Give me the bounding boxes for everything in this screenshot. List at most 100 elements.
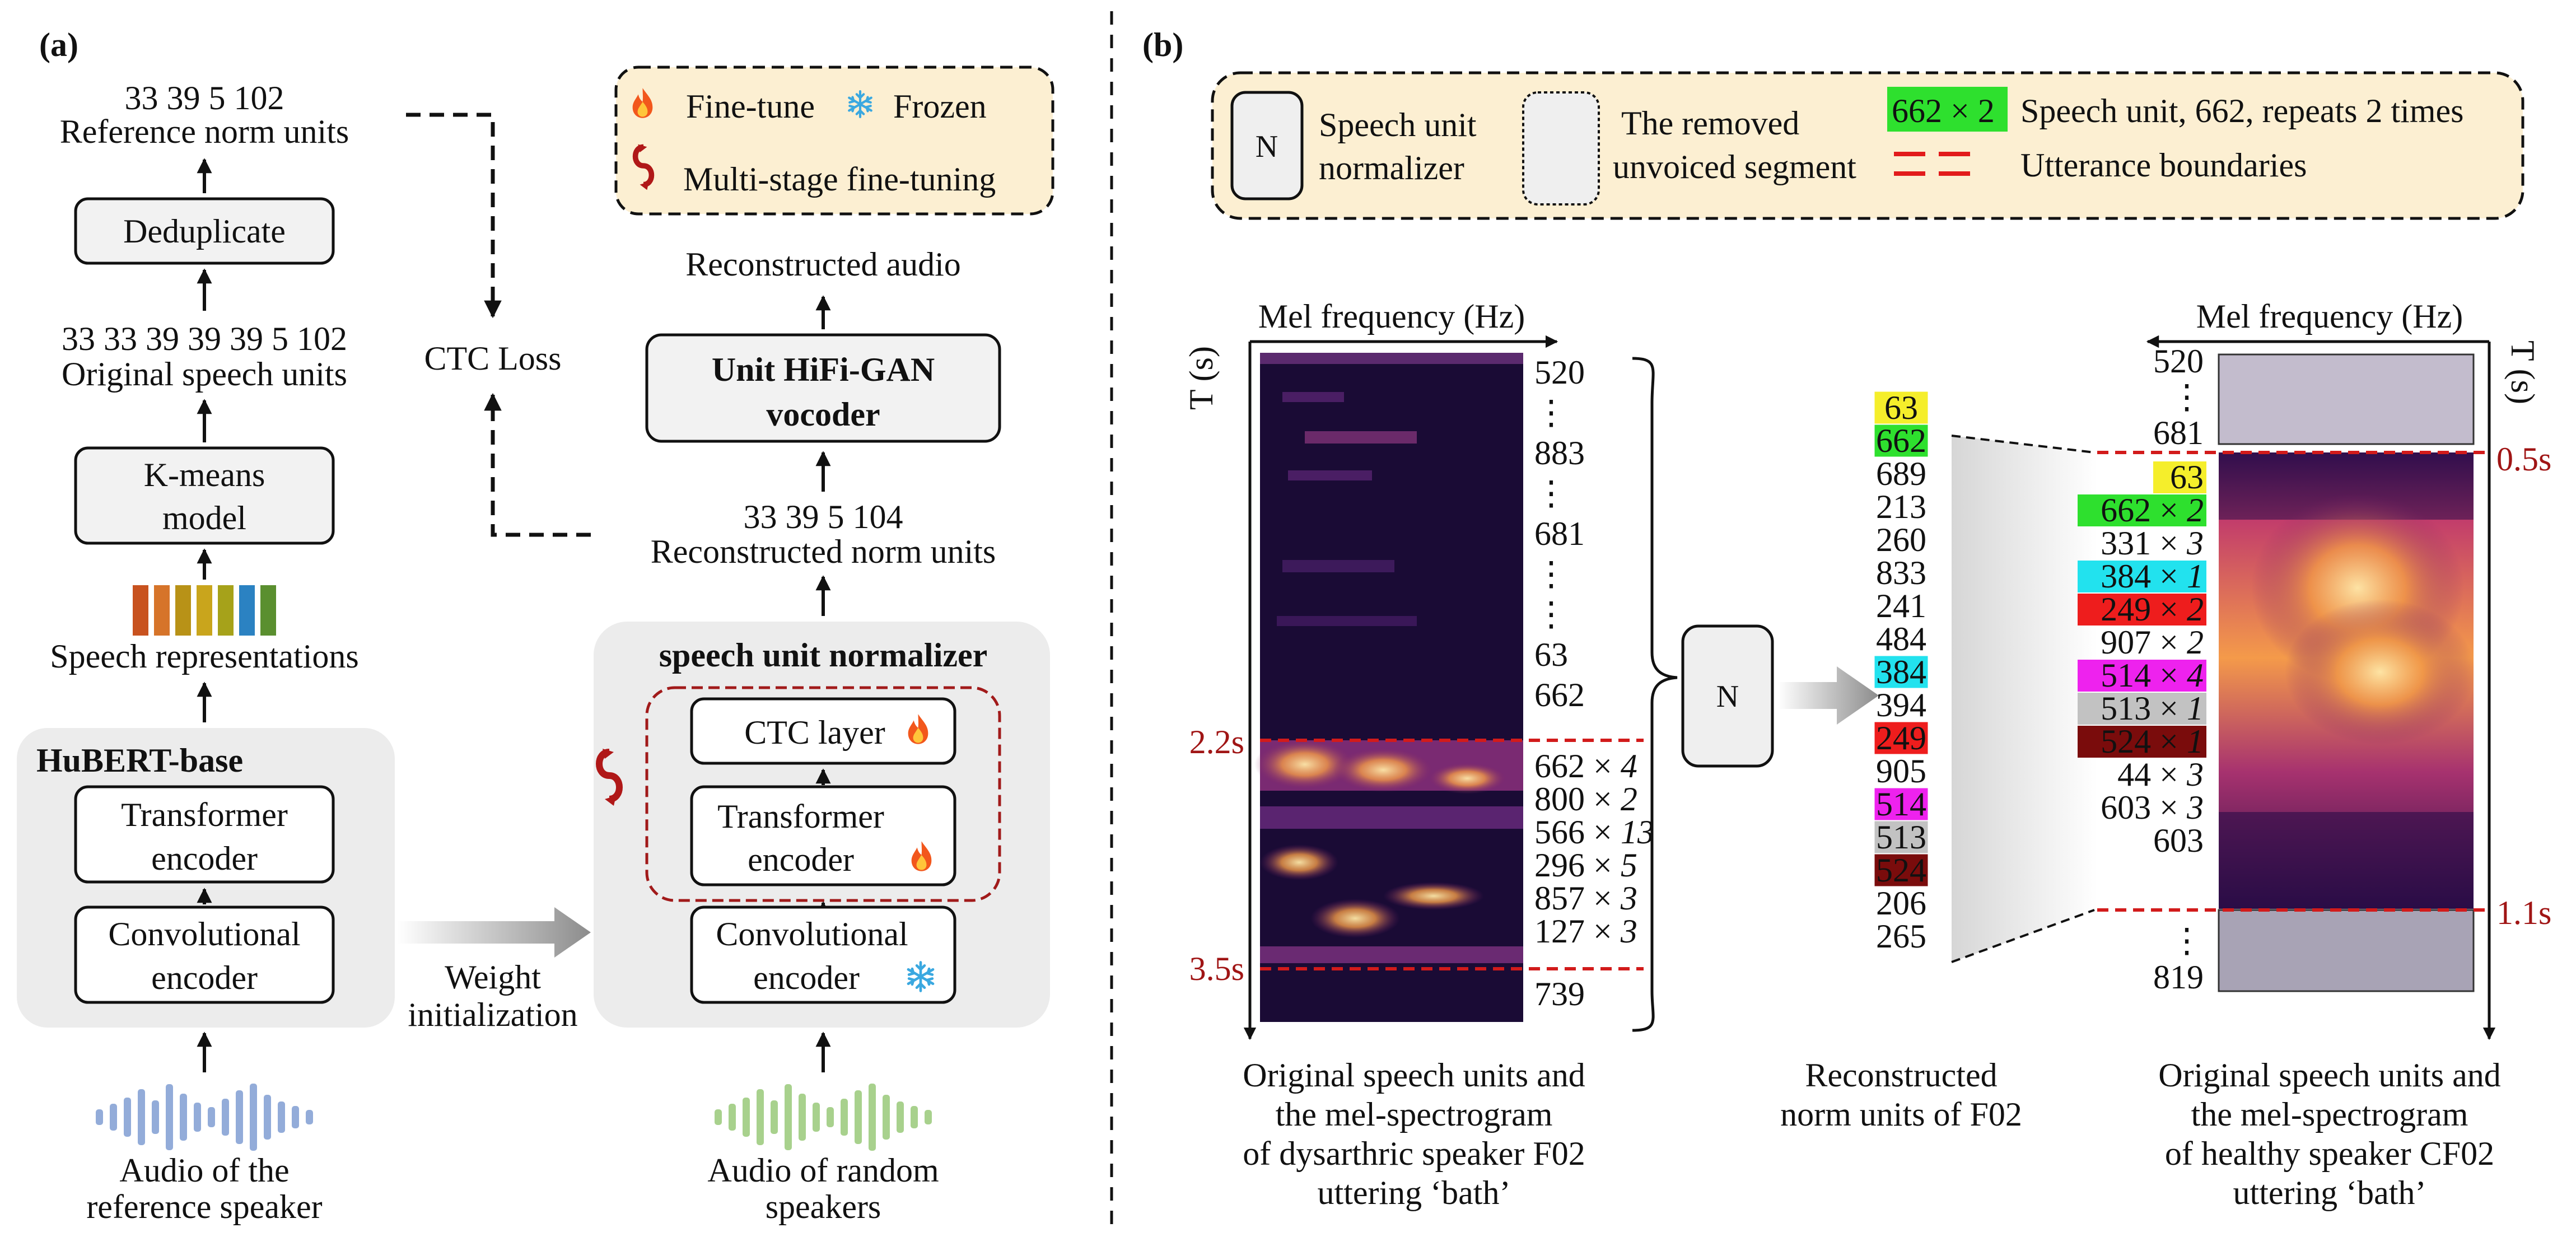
weight-init-label-2: initialization: [408, 996, 577, 1033]
right-unit: 681: [2153, 414, 2204, 451]
ctc-layer-label: CTC layer: [744, 714, 885, 751]
unit-highlight: [1874, 722, 1928, 754]
right-unit: 63: [2170, 459, 2204, 496]
legend-frozen: Frozen: [893, 88, 987, 125]
left-unit-repeat: 296 × 5: [1534, 847, 1637, 884]
left-unit: ⋮: [1534, 596, 1568, 633]
left-unit-repeat: 857 × 3: [1534, 880, 1637, 917]
middle-unit: 260: [1876, 521, 1926, 558]
middle-unit: 241: [1876, 587, 1926, 624]
unit-highlight: [2078, 660, 2206, 692]
audio-reference-label-2: reference speaker: [86, 1188, 322, 1225]
legend-finetune: Fine-tune: [686, 88, 815, 125]
legend-unit-swatch: [1887, 87, 2008, 132]
legend-removed-2: unvoiced segment: [1613, 148, 1856, 185]
left-time-end: 3.5s: [1189, 950, 1244, 987]
unit-highlight: [2078, 726, 2206, 758]
speech-representations-label: Speech representations: [50, 638, 358, 675]
waveform-bar: [925, 1110, 932, 1124]
hubert-conv-label-1: Convolutional: [108, 916, 300, 953]
reconstructed-audio-label: Reconstructed audio: [685, 246, 961, 283]
ctc-loss-connector-bottom: [484, 393, 591, 537]
right-axis-side-label: T (s): [2504, 340, 2541, 404]
left-unit: 883: [1534, 435, 1585, 472]
waveform-bar: [180, 1094, 187, 1141]
normalizer-n-box: [1681, 624, 1774, 768]
unit-highlight: [1874, 656, 1928, 688]
left-unit: ⋮: [1534, 394, 1568, 431]
alignment-fan: [1952, 436, 2097, 962]
right-unit: 603 × 3: [2101, 789, 2204, 826]
reference-audio-waveform-icon: [96, 1084, 313, 1151]
panel-a-legend: [614, 66, 1054, 216]
representation-bar: [133, 585, 148, 636]
right-unit: 524 × 1: [2101, 723, 2204, 760]
finetune-stage-group: [645, 686, 1001, 902]
waveform-bar: [757, 1089, 764, 1145]
unit-highlight: [2078, 561, 2206, 592]
right-unit: 520: [2153, 343, 2204, 380]
right-unit: ⋮: [2170, 922, 2204, 959]
left-caption-3: of dysarthric speaker F02: [1243, 1135, 1585, 1172]
legend-boundaries: Utterance boundaries: [2020, 147, 2307, 184]
kmeans-label-2: model: [162, 500, 246, 536]
right-unit: 662 × 2: [2101, 492, 2204, 529]
waveform-bar: [264, 1095, 271, 1140]
left-unit: 63: [1534, 636, 1568, 673]
representation-bar: [175, 585, 191, 636]
normalizer-transformer-label-1: Transformer: [717, 798, 884, 835]
waveform-bar: [306, 1110, 313, 1124]
ctc-layer-box: [690, 697, 956, 765]
middle-unit: 833: [1876, 554, 1926, 591]
waveform-bar: [869, 1084, 876, 1151]
legend-n-box: [1230, 91, 1304, 200]
normalizer-conv-label-1: Convolutional: [716, 916, 908, 953]
left-mel-spectrogram: [1254, 353, 1523, 1022]
legend-n-letter: N: [1256, 129, 1278, 164]
normalizer-label: speech unit normalizer: [659, 637, 988, 674]
legend-unit-example: 662 × 2: [1892, 92, 1995, 129]
middle-unit-column: 6366268921326083324148438439424990551451…: [1874, 389, 1928, 955]
waveform-bar: [194, 1103, 201, 1132]
legend-unit-desc: Speech unit, 662, repeats 2 times: [2020, 92, 2463, 129]
unit-highlight: [1874, 424, 1928, 457]
hubert-transformer-label-2: encoder: [151, 840, 258, 877]
left-unit-repeat: 127 × 3: [1534, 913, 1637, 950]
fan-edge-top: [1951, 435, 2095, 454]
hubert-transformer-box: [74, 785, 335, 884]
left-axis-side-label: T (s): [1183, 346, 1220, 410]
left-unit: ⋮: [1534, 556, 1568, 592]
hubert-transformer-label-1: Transformer: [121, 796, 288, 833]
original-speech-units-label: Original speech units: [62, 356, 347, 393]
waveform-bar: [138, 1089, 145, 1145]
middle-unit: 513: [1876, 819, 1926, 856]
middle-unit: 249: [1876, 720, 1926, 757]
waveform-bar: [827, 1107, 834, 1127]
waveform-bar: [96, 1109, 103, 1125]
right-unit: 819: [2153, 959, 2204, 996]
right-unit: 44 × 3: [2117, 756, 2204, 793]
middle-unit: 662: [1876, 422, 1926, 459]
left-unit-repeat: 566 × 13: [1534, 814, 1654, 851]
ctc-loss-connector-top: [406, 113, 502, 319]
waveform-bar: [743, 1098, 750, 1137]
representation-bar: [260, 585, 276, 636]
middle-caption-2: norm units of F02: [1780, 1096, 2022, 1133]
fan-edge-bottom: [1951, 909, 2095, 963]
ctc-loss-label: CTC Loss: [424, 340, 561, 377]
audio-random-label-1: Audio of random: [707, 1152, 939, 1189]
representation-bar: [154, 585, 170, 636]
legend-normalizer-2: normalizer: [1319, 150, 1464, 186]
waveform-bar: [841, 1099, 848, 1136]
right-caption-2: the mel-spectrogram: [2191, 1096, 2468, 1133]
kmeans-box: [74, 446, 335, 545]
legend-removed-box: [1522, 91, 1600, 206]
unit-highlight: [1874, 391, 1928, 424]
hubert-conv-box: [74, 905, 335, 1004]
right-caption-4: uttering ‘bath’: [2233, 1174, 2426, 1211]
left-unit: 662: [1534, 676, 1585, 713]
right-caption-1: Original speech units and: [2158, 1057, 2501, 1094]
right-unit: 513 × 1: [2101, 690, 2204, 727]
left-time-start: 2.2s: [1189, 723, 1244, 760]
